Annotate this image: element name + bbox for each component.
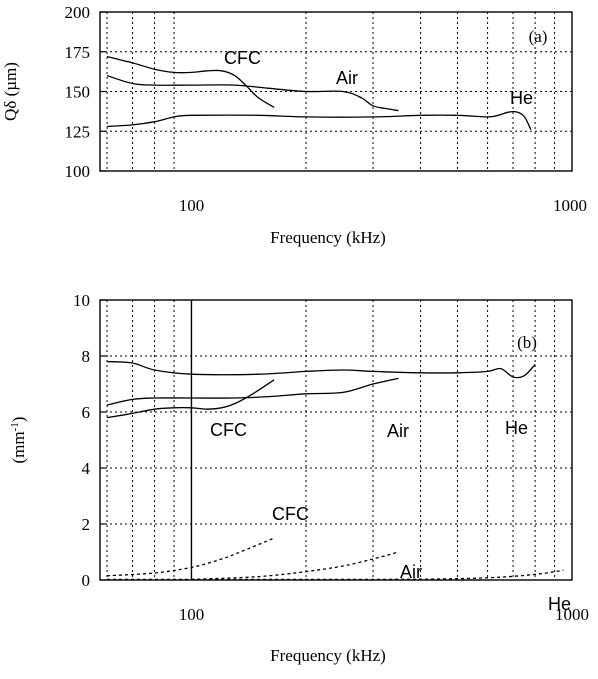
grid — [100, 300, 572, 580]
y-tick-label: 200 — [65, 3, 91, 22]
y-tick-label: 150 — [65, 83, 91, 102]
series-label-he-solid: He — [510, 88, 533, 108]
y-axis-label-main: (mm — [9, 431, 28, 463]
series-line-air-dashed — [191, 551, 399, 581]
series-line-air-solid — [106, 377, 399, 406]
series-label-cfc-solid: CFC — [224, 48, 261, 68]
y-tick-label: 125 — [65, 122, 91, 141]
y-tick-label: 10 — [73, 291, 90, 310]
chart-panel-a: 100 125 150 175 200 100 1000 Frequency (kHz) Qδ … — [1, 3, 587, 247]
y-tick-label: 6 — [82, 403, 91, 422]
y-axis-label: (mm-1) — [9, 417, 28, 464]
y-axis-label: Qδ (µm) — [1, 62, 20, 121]
y-tick-label: 175 — [65, 43, 91, 62]
series-line-cfc-dashed — [106, 537, 275, 577]
panel-label: (a) — [529, 27, 548, 46]
series-line-he-dashed — [106, 569, 564, 581]
x-tick-label: 1000 — [553, 196, 587, 215]
series-label-cfc-solid: CFC — [210, 420, 247, 440]
y-tick-label: 0 — [82, 571, 91, 590]
panel-label: (b) — [517, 333, 537, 352]
series-label-air-solid: Air — [387, 421, 409, 441]
y-tick-label: 4 — [82, 459, 91, 478]
series-label-he-solid: He — [505, 418, 528, 438]
chart-panel-b: 0 2 4 6 8 10 100 1000 Frequency (kHz) (mm-1) (b) He… — [9, 291, 589, 665]
y-tick-label: 2 — [82, 515, 91, 534]
series-label-air-solid: Air — [336, 68, 358, 88]
plot-frame — [99, 299, 573, 581]
series-line-he-solid — [106, 360, 536, 379]
x-tick-label: 1000 — [555, 605, 589, 624]
y-axis-label-close: ) — [9, 417, 28, 423]
x-tick-label: 100 — [179, 605, 205, 624]
y-tick-label: 8 — [82, 347, 91, 366]
series-label-cfc-dashed: CFC — [272, 504, 309, 524]
series-label-air-dashed: Air — [400, 562, 422, 582]
y-axis-label-superscript: -1 — [9, 422, 21, 431]
series-line-cfc-solid — [106, 55, 275, 108]
series-label-he-dashed: He — [548, 594, 571, 614]
series-line-he-solid — [106, 111, 532, 130]
series-line-cfc-solid — [106, 379, 275, 419]
series-line-air-solid — [106, 74, 399, 112]
x-axis-label: Frequency (kHz) — [270, 228, 386, 247]
x-axis-label: Frequency (kHz) — [270, 646, 386, 665]
x-tick-label: 100 — [179, 196, 205, 215]
y-tick-label: 100 — [65, 162, 91, 181]
